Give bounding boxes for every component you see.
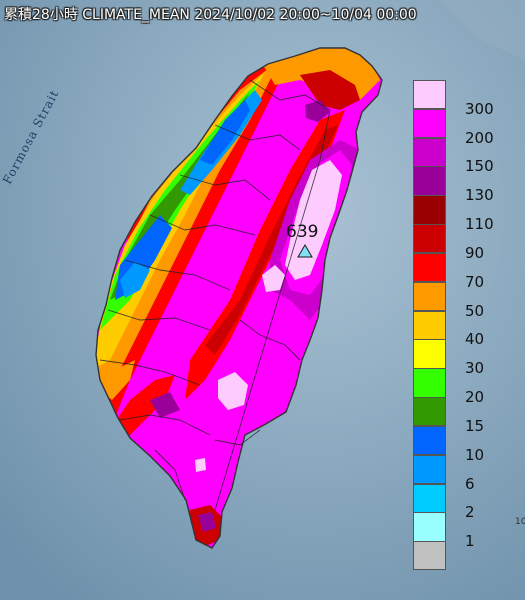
legend-label: 20 — [465, 388, 485, 407]
legend-label: 1 — [465, 532, 475, 551]
legend-label: 10 — [465, 445, 485, 464]
map-title: 累積28小時 CLIMATE_MEAN 2024/10/02 20:00~10/… — [4, 7, 417, 23]
legend-swatch — [413, 397, 446, 427]
legend-swatch — [413, 310, 446, 340]
legend-swatch — [413, 339, 446, 369]
legend-label: 150 — [465, 157, 494, 176]
edge-text: 10 — [515, 517, 525, 527]
legend-label: 300 — [465, 99, 494, 118]
legend-label: 15 — [465, 416, 485, 435]
legend-label: 90 — [465, 243, 485, 262]
max-station-value: 639 — [286, 222, 319, 242]
legend-label: 6 — [465, 474, 475, 493]
legend-label: 30 — [465, 359, 485, 378]
legend-label: 110 — [465, 215, 494, 234]
legend-label: 200 — [465, 128, 494, 147]
legend-label: 70 — [465, 272, 485, 291]
legend-label: 130 — [465, 186, 494, 205]
legend-swatch — [413, 80, 446, 110]
legend-swatch — [413, 166, 446, 196]
legend-swatch — [413, 483, 446, 513]
triangle-marker-icon — [297, 244, 313, 258]
legend-swatch — [413, 454, 446, 485]
legend-swatch — [413, 541, 446, 571]
legend-swatch — [413, 108, 446, 139]
legend-swatch — [413, 425, 446, 456]
neighbor-land — [440, 0, 525, 60]
legend-label: 50 — [465, 301, 485, 320]
legend-swatch — [413, 512, 446, 542]
boundary-lines — [99, 79, 331, 511]
legend-swatch — [413, 195, 446, 225]
legend-label: 40 — [465, 330, 485, 349]
legend-swatch — [413, 281, 446, 312]
legend-swatch — [413, 137, 446, 167]
legend-swatch — [413, 252, 446, 283]
legend-swatch — [413, 224, 446, 254]
legend-swatch — [413, 368, 446, 398]
island-outline — [95, 47, 383, 549]
legend-label: 2 — [465, 503, 475, 522]
